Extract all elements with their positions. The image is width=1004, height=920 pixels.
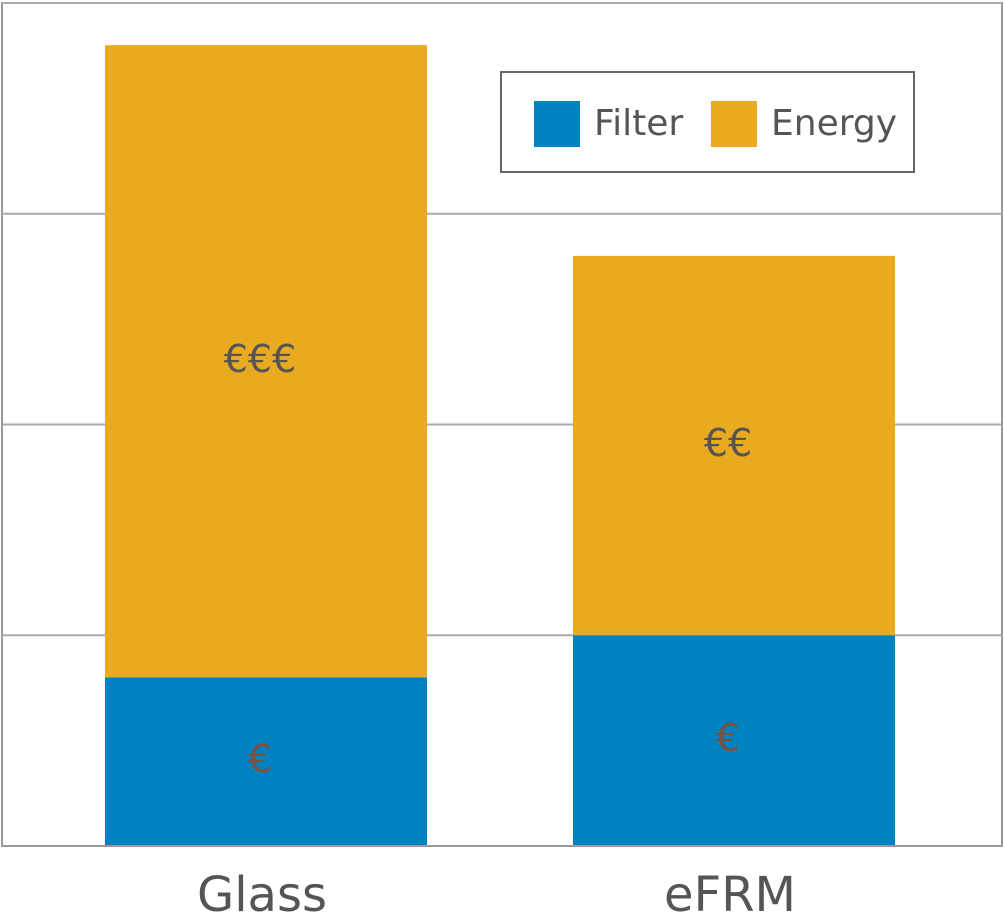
bar-segment [573,255,895,636]
value-label: €€ [704,421,752,465]
bar-segment [573,635,895,846]
legend-swatch [711,101,757,147]
x-tick-label: Glass [197,867,327,920]
value-label: € [248,737,272,781]
legend-label: Filter [594,103,683,144]
value-label: € [716,716,740,760]
legend-label: Energy [771,103,897,144]
bar-segment [105,677,427,846]
bar-segment [105,45,427,678]
legend-swatch [534,101,580,147]
x-tick-label: eFRM [664,867,796,920]
value-label: €€€ [224,337,297,381]
